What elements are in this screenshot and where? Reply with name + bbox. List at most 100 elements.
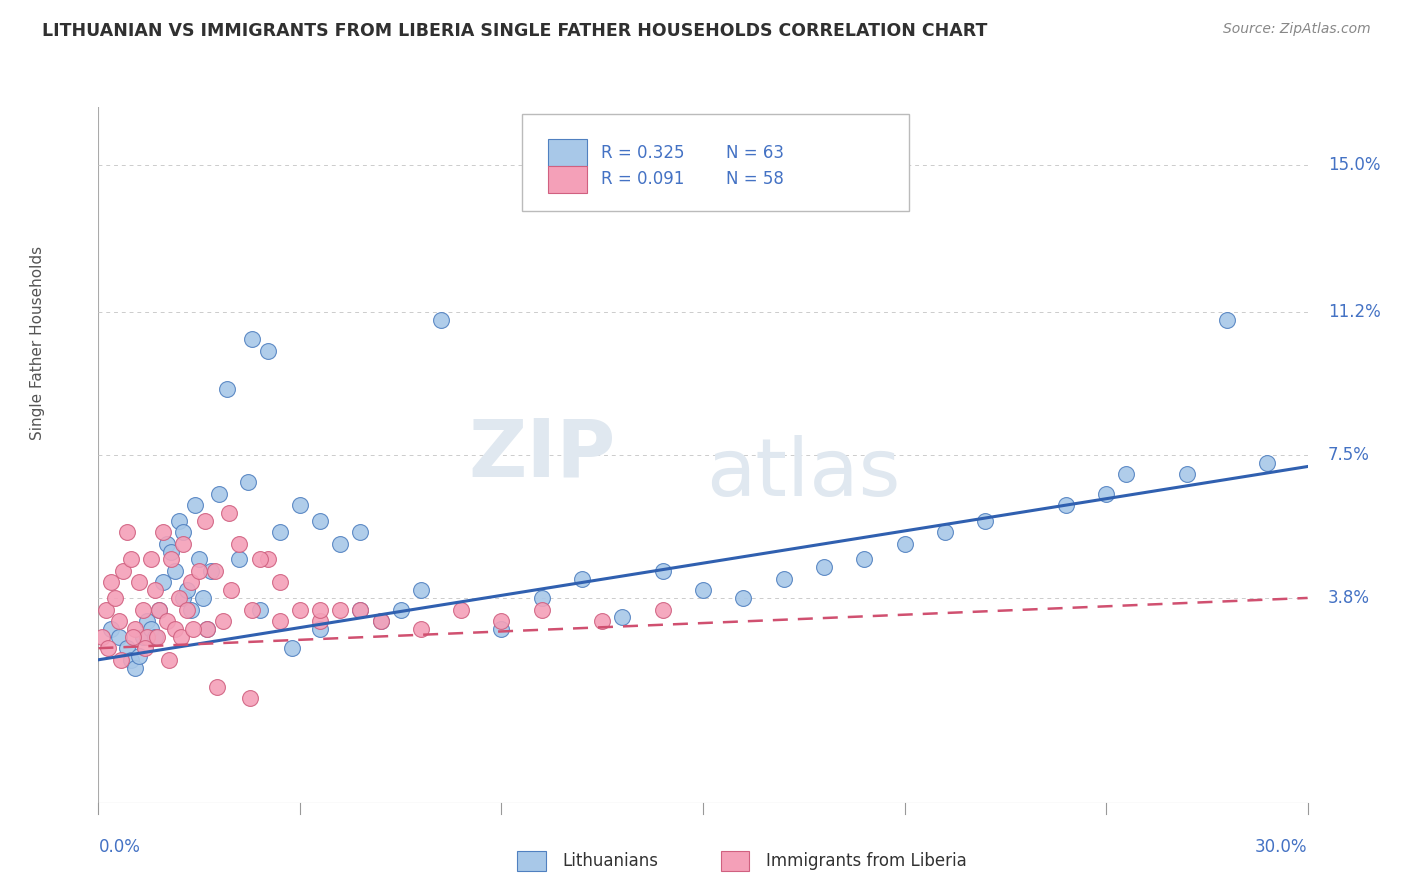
Point (194, 514, 217, 528)
Point (733, 591, 755, 605)
Point (288, 498, 311, 512)
Point (157, 653, 180, 667)
Point (1175, 467, 1198, 482)
Point (134, 641, 156, 656)
Point (221, 583, 243, 598)
Point (974, 514, 997, 528)
Point (124, 622, 146, 636)
Point (228, 537, 250, 551)
Text: Source: ZipAtlas.com: Source: ZipAtlas.com (1223, 22, 1371, 37)
Point (329, 537, 352, 551)
Point (115, 525, 138, 540)
Point (146, 630, 169, 644)
Point (188, 564, 211, 578)
Point (409, 583, 432, 598)
Point (309, 622, 332, 636)
Bar (721, 851, 749, 871)
Text: Immigrants from Liberia: Immigrants from Liberia (766, 852, 967, 870)
Point (370, 614, 392, 628)
Point (240, 602, 263, 616)
Point (612, 610, 634, 624)
Point (228, 552, 250, 566)
Point (156, 614, 179, 628)
Point (249, 552, 271, 566)
Point (530, 591, 553, 605)
Point (281, 641, 304, 656)
Point (100, 575, 122, 590)
Point (107, 614, 129, 628)
Point (269, 575, 291, 590)
Bar (517, 851, 546, 871)
Point (309, 514, 332, 528)
Point (217, 382, 239, 396)
Point (934, 525, 956, 540)
Point (309, 614, 332, 628)
Point (288, 602, 311, 616)
Text: 7.5%: 7.5% (1327, 446, 1369, 464)
Text: 15.0%: 15.0% (1327, 156, 1381, 174)
Point (163, 622, 186, 636)
Point (180, 602, 202, 616)
Point (491, 614, 513, 628)
Text: Single Father Households: Single Father Households (31, 246, 45, 440)
Point (853, 552, 876, 566)
Point (256, 343, 278, 358)
Text: N = 63: N = 63 (725, 144, 785, 161)
Point (100, 622, 122, 636)
Point (530, 602, 553, 616)
Point (167, 514, 190, 528)
Point (176, 602, 198, 616)
Point (269, 525, 291, 540)
Text: N = 58: N = 58 (725, 170, 785, 188)
Bar (548, 139, 586, 166)
Bar (548, 166, 586, 193)
Point (167, 591, 190, 605)
Point (893, 537, 915, 551)
Point (120, 552, 142, 566)
Point (110, 653, 132, 667)
Text: R = 0.091: R = 0.091 (602, 170, 685, 188)
Point (349, 525, 371, 540)
Point (128, 648, 150, 663)
Point (269, 614, 291, 628)
Point (651, 564, 673, 578)
Text: 0.0%: 0.0% (98, 838, 141, 855)
Point (193, 591, 215, 605)
Point (176, 583, 198, 598)
Point (111, 564, 134, 578)
Point (329, 602, 352, 616)
Point (180, 575, 202, 590)
Point (1095, 486, 1118, 500)
Point (115, 641, 138, 656)
Text: 3.8%: 3.8% (1327, 589, 1369, 607)
Point (772, 572, 794, 586)
Point (236, 475, 259, 489)
Point (107, 630, 129, 644)
Point (200, 564, 222, 578)
Text: 11.2%: 11.2% (1327, 303, 1381, 321)
Point (170, 630, 193, 644)
Point (450, 602, 472, 616)
Point (571, 572, 593, 586)
Point (172, 591, 194, 605)
Point (249, 602, 271, 616)
Point (218, 506, 240, 520)
Point (103, 591, 125, 605)
Point (160, 544, 183, 558)
Point (692, 583, 714, 598)
Point (152, 525, 174, 540)
Point (1054, 498, 1077, 512)
Point (96, 602, 118, 616)
Point (139, 552, 162, 566)
Text: LITHUANIAN VS IMMIGRANTS FROM LIBERIA SINGLE FATHER HOUSEHOLDS CORRELATION CHART: LITHUANIAN VS IMMIGRANTS FROM LIBERIA SI… (42, 22, 987, 40)
Point (132, 602, 155, 616)
Point (370, 614, 392, 628)
Point (188, 552, 211, 566)
Point (349, 602, 371, 616)
Point (132, 630, 155, 644)
Point (124, 660, 146, 674)
Point (163, 564, 186, 578)
Text: ZIP: ZIP (468, 416, 616, 494)
Point (208, 486, 231, 500)
Point (121, 630, 143, 644)
